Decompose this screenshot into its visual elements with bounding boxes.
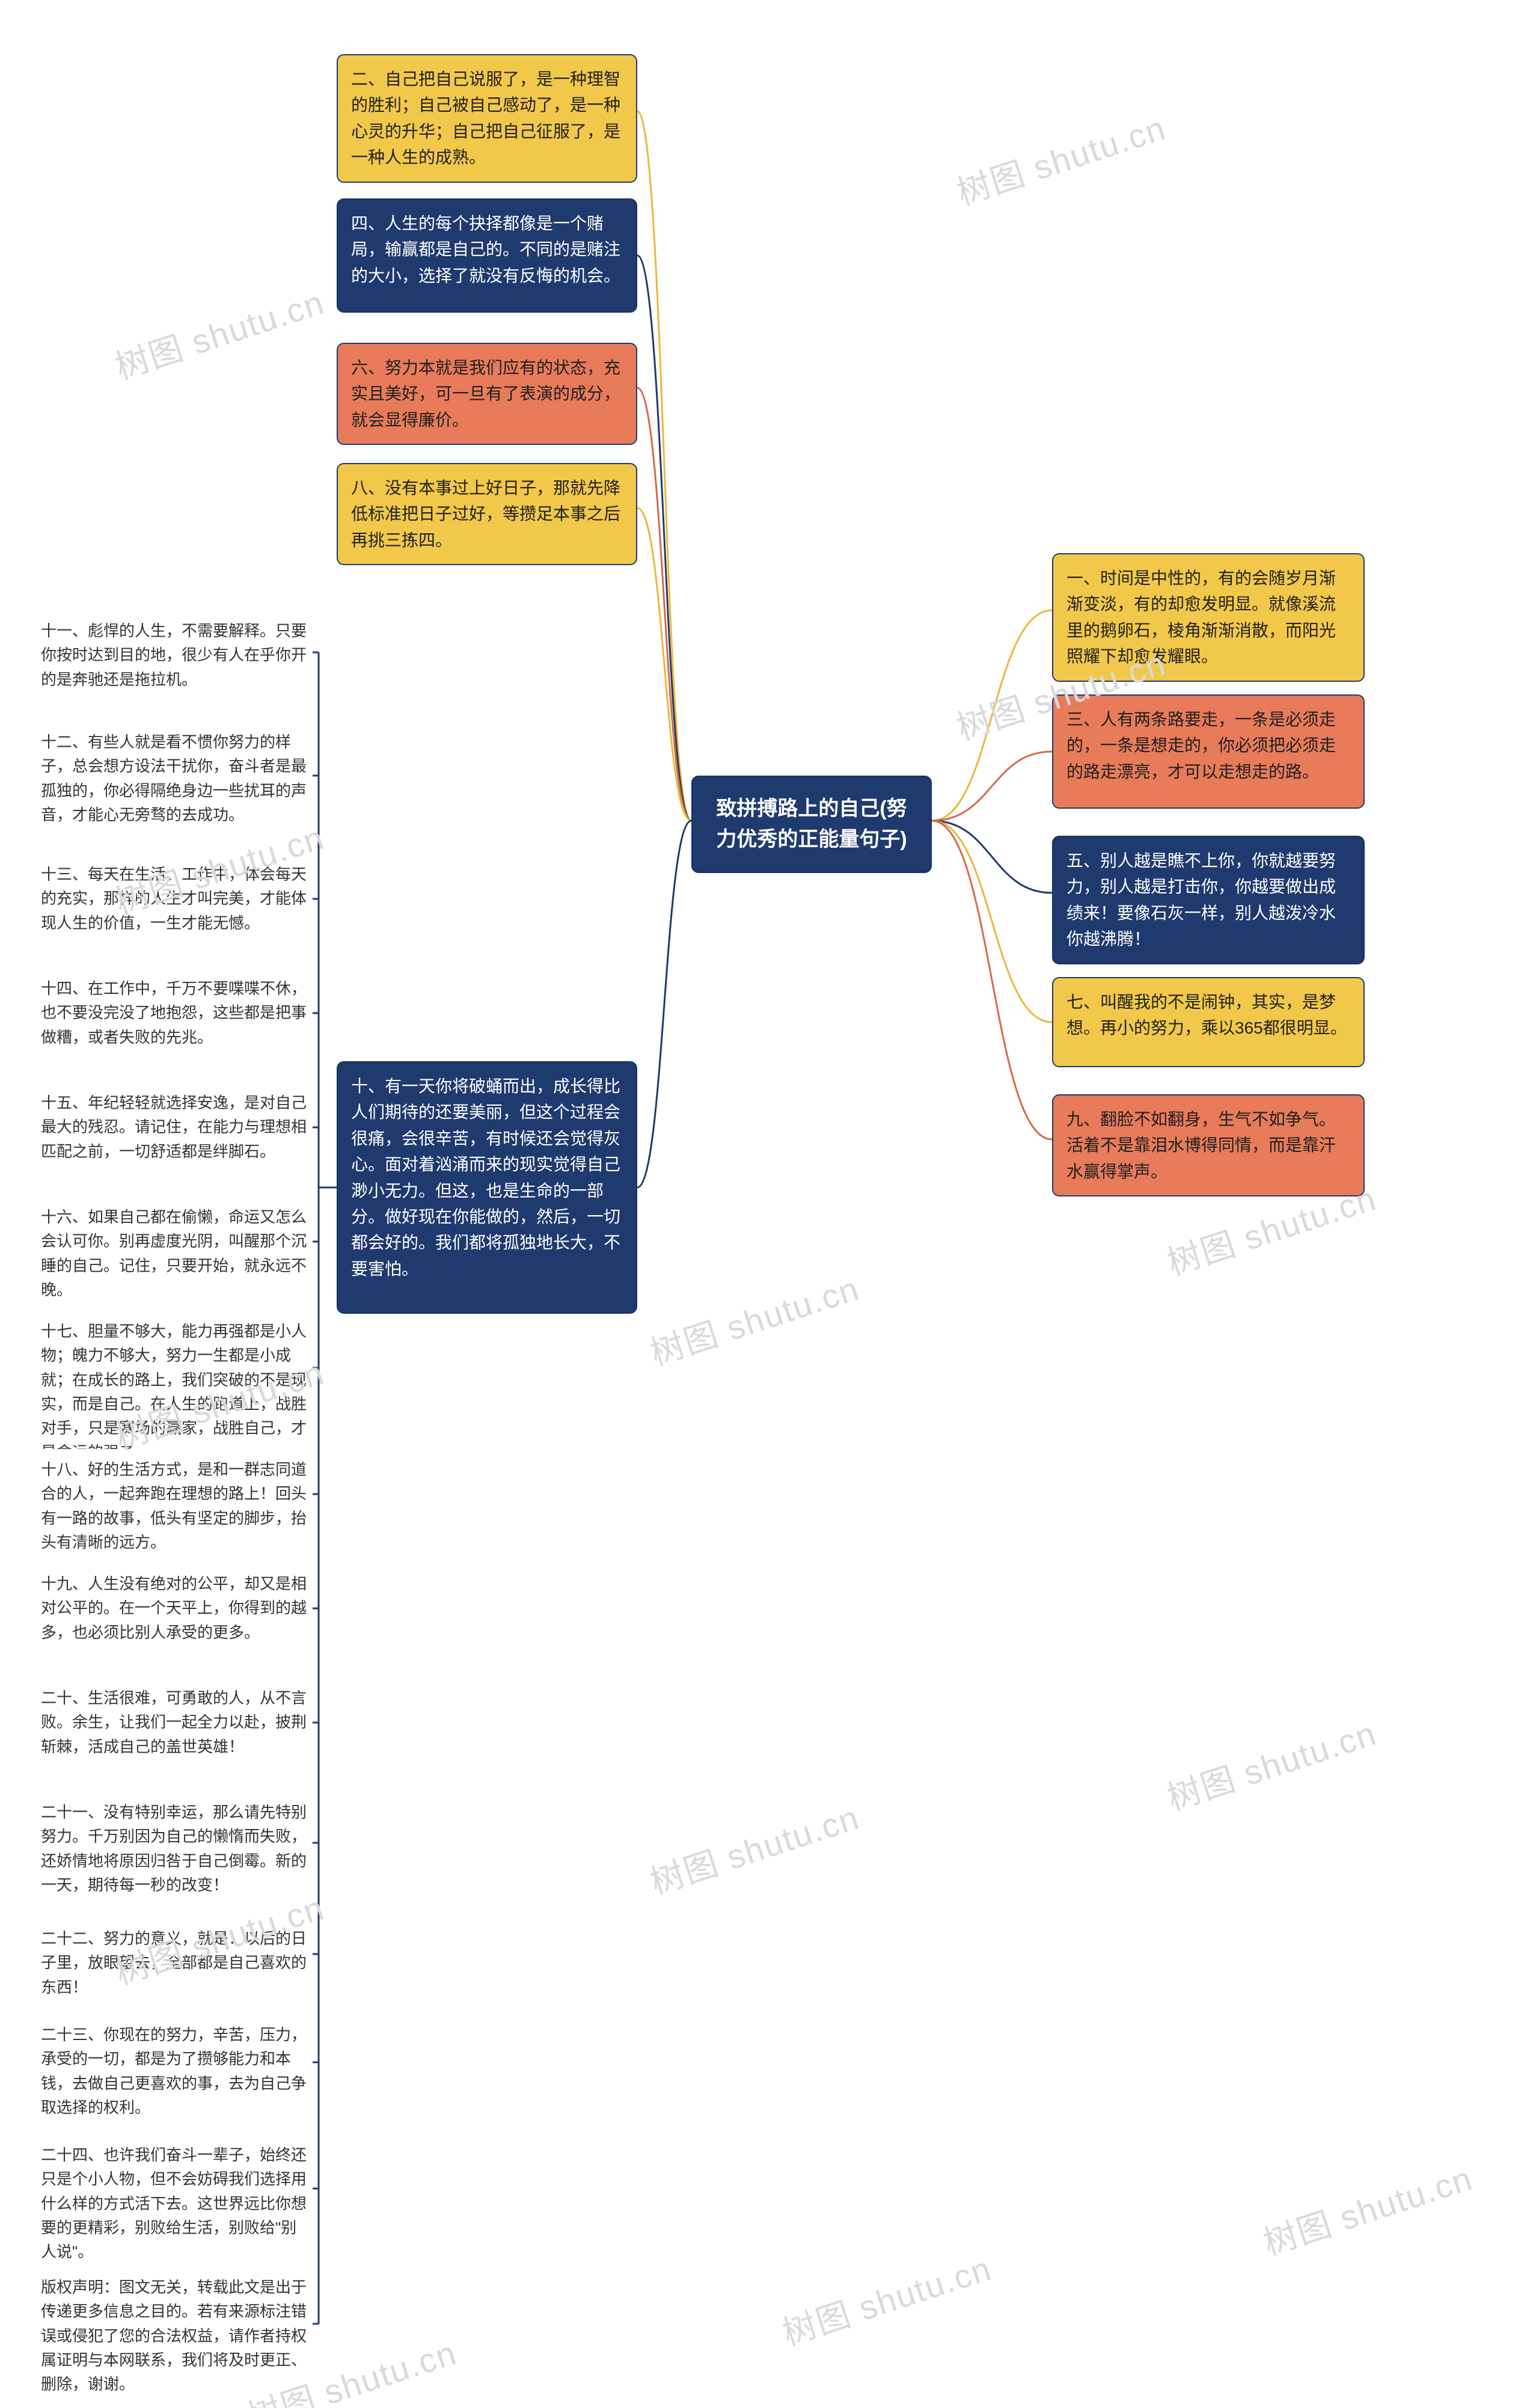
node-n2[interactable]: 二、自己把自己说服了，是一种理智的胜利；自己被自己感动了，是一种心灵的升华；自己… [337, 54, 637, 183]
edge-spine [319, 652, 337, 2324]
leaf-l16[interactable]: 十六、如果自己都在偷懒，命运又怎么会认可你。别再虚度光阴，叫醒那个沉睡的自己。记… [36, 1196, 313, 1310]
edge [637, 821, 691, 1187]
edge [637, 111, 691, 821]
node-text: 四、人生的每个抉择都像是一个赌局，输赢都是自己的。不同的是赌注的大小，选择了就没… [351, 214, 620, 285]
node-n6[interactable]: 六、努力本就是我们应有的状态，充实且美好，可一旦有了表演的成分，就会显得廉价。 [337, 343, 637, 445]
edge [932, 752, 1052, 821]
watermark: 树图 shutu.cn [643, 1261, 865, 1375]
leaf-l21[interactable]: 二十一、没有特别幸运，那么请先特别努力。千万别因为自己的懒惰而失败，还娇情地将原… [36, 1792, 313, 1905]
leaf-text: 二十四、也许我们奋斗一辈子，始终还只是个小人物，但不会妨碍我们选择用什么样的方式… [41, 2146, 307, 2261]
leaf-text: 十二、有些人就是看不惯你努力的样子，总会想方设法干扰你，奋斗者是最孤独的，你必得… [41, 733, 307, 824]
node-text: 六、努力本就是我们应有的状态，充实且美好，可一旦有了表演的成分，就会显得廉价。 [351, 358, 620, 429]
node-text: 七、叫醒我的不是闹钟，其实，是梦想。再小的努力，乘以365都很明显。 [1066, 993, 1347, 1037]
leaf-text: 二十一、没有特别幸运，那么请先特别努力。千万别因为自己的懒惰而失败，还娇情地将原… [41, 1803, 307, 1894]
leaf-l19[interactable]: 十九、人生没有绝对的公平，却又是相对公平的。在一个天平上，你得到的越多，也必须比… [36, 1563, 313, 1653]
leaf-text: 十六、如果自己都在偷懒，命运又怎么会认可你。别再虚度光阴，叫醒那个沉睡的自己。记… [41, 1208, 307, 1299]
leaf-text: 十八、好的生活方式，是和一群志同道合的人，一起奔跑在理想的路上！回头有一路的故事… [41, 1460, 307, 1551]
watermark: 树图 shutu.cn [1160, 1706, 1382, 1820]
node-text: 八、没有本事过上好日子，那就先降低标准把日子过好，等攒足本事之后再挑三拣四。 [351, 479, 620, 550]
leaf-text: 十七、胆量不够大，能力再强都是小人物；魄力不够大，努力一生都是小成就；在成长的路… [41, 1322, 307, 1461]
leaf-l14[interactable]: 十四、在工作中，千万不要喋喋不休，也不要没完没了地抱怨，这些都是把事做糟，或者失… [36, 968, 313, 1058]
watermark: 树图 shutu.cn [643, 1791, 865, 1904]
mindmap-canvas: 致拼搏路上的自己(努力优秀的正能量句子) 二、自己把自己说服了，是一种理智的胜利；… [0, 0, 1539, 2408]
node-text: 十、有一天你将破蛹而出，成长得比人们期待的还要美丽，但这个过程会很痛，会很辛苦，… [351, 1077, 620, 1278]
leaf-text: 二十三、你现在的努力，辛苦，压力，承受的一切，都是为了攒够能力和本钱，去做自己更… [41, 2026, 307, 2116]
node-n8[interactable]: 八、没有本事过上好日子，那就先降低标准把日子过好，等攒足本事之后再挑三拣四。 [337, 463, 637, 565]
node-n7[interactable]: 七、叫醒我的不是闹钟，其实，是梦想。再小的努力，乘以365都很明显。 [1052, 977, 1365, 1067]
leaf-text: 十三、每天在生活、工作中，体会每天的充实，那样的人生才叫完美，才能体现人生的价值… [41, 865, 307, 932]
leaf-text: 二十二、努力的意义，就是：以后的日子里，放眼望去，全部都是自己喜欢的东西！ [41, 1929, 307, 1996]
watermark: 树图 shutu.cn [108, 275, 330, 389]
leaf-lcr[interactable]: 版权声明：图文无关，转载此文是出于传递更多信息之目的。若有来源标注错误或侵犯了您… [36, 2267, 313, 2404]
watermark: 树图 shutu.cn [950, 101, 1172, 215]
watermark: 树图 shutu.cn [1256, 2151, 1478, 2265]
node-n10[interactable]: 十、有一天你将破蛹而出，成长得比人们期待的还要美丽，但这个过程会很痛，会很辛苦，… [337, 1061, 637, 1314]
watermark: 树图 shutu.cn [776, 2241, 997, 2355]
leaf-l20[interactable]: 二十、生活很难，可勇敢的人，从不言败。余生，让我们一起全力以赴，披荆斩棘，活成自… [36, 1677, 313, 1768]
node-text: 三、人有两条路要走，一条是必须走的，一条是想走的，你必须把必须走的路走漂亮，才可… [1066, 710, 1336, 781]
node-n1[interactable]: 一、时间是中性的，有的会随岁月渐渐变淡，有的却愈发明显。就像溪流里的鹅卵石，棱角… [1052, 553, 1365, 682]
node-n9[interactable]: 九、翻脸不如翻身，生气不如争气。活着不是靠泪水博得同情，而是靠汗水赢得掌声。 [1052, 1094, 1365, 1196]
node-text: 五、别人越是瞧不上你，你就越要努力，别人越是打击你，你越要做出成绩来！要像石灰一… [1066, 851, 1336, 948]
leaf-text: 十四、在工作中，千万不要喋喋不休，也不要没完没了地抱怨，这些都是把事做糟，或者失… [41, 979, 307, 1046]
leaf-l11[interactable]: 十一、彪悍的人生，不需要解释。只要你按时达到目的地，很少有人在乎你开的是奔驰还是… [36, 610, 313, 700]
leaf-l13[interactable]: 十三、每天在生活、工作中，体会每天的充实，那样的人生才叫完美，才能体现人生的价值… [36, 854, 313, 944]
node-text: 二、自己把自己说服了，是一种理智的胜利；自己被自己感动了，是一种心灵的升华；自己… [351, 70, 620, 167]
node-n4[interactable]: 四、人生的每个抉择都像是一个赌局，输赢都是自己的。不同的是赌注的大小，选择了就没… [337, 198, 637, 313]
node-n5[interactable]: 五、别人越是瞧不上你，你就越要努力，别人越是打击你，你越要做出成绩来！要像石灰一… [1052, 836, 1365, 964]
leaf-l18[interactable]: 十八、好的生活方式，是和一群志同道合的人，一起奔跑在理想的路上！回头有一路的故事… [36, 1449, 313, 1563]
leaf-l24[interactable]: 二十四、也许我们奋斗一辈子，始终还只是个小人物，但不会妨碍我们选择用什么样的方式… [36, 2134, 313, 2272]
node-text: 九、翻脸不如翻身，生气不如争气。活着不是靠泪水博得同情，而是靠汗水赢得掌声。 [1066, 1110, 1336, 1181]
leaf-text: 十五、年纪轻轻就选择安逸，是对自己最大的残忍。请记住，在能力与理想相匹配之前，一… [41, 1094, 307, 1160]
leaf-l22[interactable]: 二十二、努力的意义，就是：以后的日子里，放眼望去，全部都是自己喜欢的东西！ [36, 1918, 313, 2008]
leaf-text: 十一、彪悍的人生，不需要解释。只要你按时达到目的地，很少有人在乎你开的是奔驰还是… [41, 622, 307, 688]
node-text: 一、时间是中性的，有的会随岁月渐渐变淡，有的却愈发明显。就像溪流里的鹅卵石，棱角… [1066, 569, 1336, 666]
leaf-text: 十九、人生没有绝对的公平，却又是相对公平的。在一个天平上，你得到的越多，也必须比… [41, 1575, 307, 1641]
node-text: 致拼搏路上的自己(努力优秀的正能量句子) [716, 797, 907, 851]
leaf-text: 二十、生活很难，可勇敢的人，从不言败。余生，让我们一起全力以赴，披荆斩棘，活成自… [41, 1689, 307, 1756]
edge [932, 821, 1052, 1139]
edge [637, 256, 691, 821]
edge [637, 508, 691, 821]
leaf-l12[interactable]: 十二、有些人就是看不惯你努力的样子，总会想方设法干扰你，奋斗者是最孤独的，你必得… [36, 721, 313, 835]
node-root[interactable]: 致拼搏路上的自己(努力优秀的正能量句子) [691, 776, 932, 873]
node-n3[interactable]: 三、人有两条路要走，一条是必须走的，一条是想走的，你必须把必须走的路走漂亮，才可… [1052, 694, 1365, 809]
edge [637, 388, 691, 821]
leaf-l23[interactable]: 二十三、你现在的努力，辛苦，压力，承受的一切，都是为了攒够能力和本钱，去做自己更… [36, 2014, 313, 2128]
leaf-text: 版权声明：图文无关，转载此文是出于传递更多信息之目的。若有来源标注错误或侵犯了您… [41, 2278, 307, 2393]
edge [932, 821, 1052, 1022]
leaf-l15[interactable]: 十五、年纪轻轻就选择安逸，是对自己最大的残忍。请记住，在能力与理想相匹配之前，一… [36, 1082, 313, 1172]
edge [932, 821, 1052, 893]
edge [932, 610, 1052, 821]
